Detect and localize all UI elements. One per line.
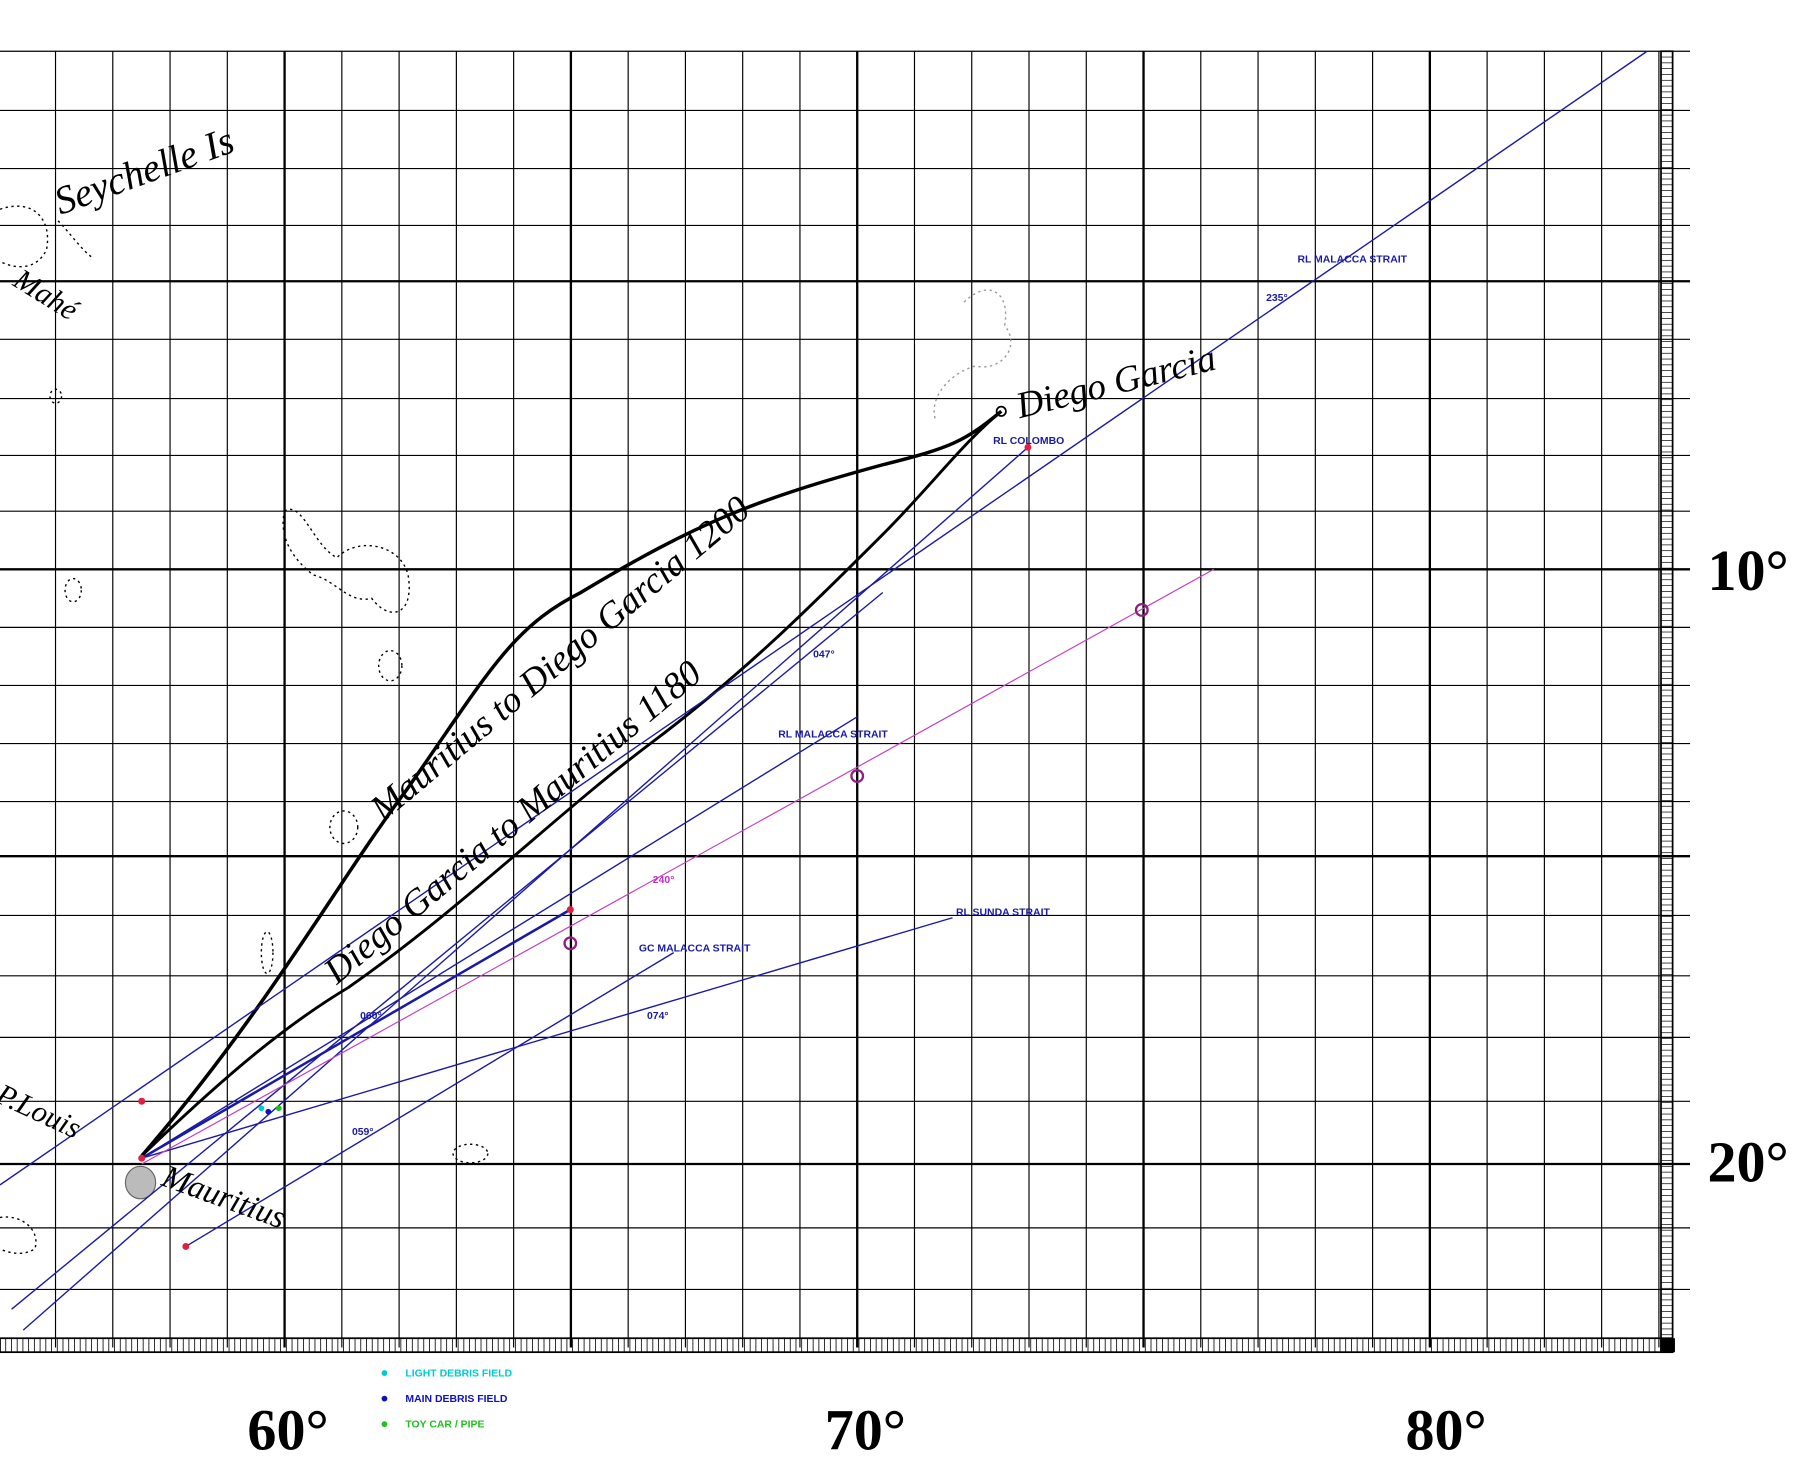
island (452, 1143, 489, 1164)
place-label: P.Louis (0, 1076, 86, 1145)
bearing-label: 235° (1266, 293, 1288, 304)
route-line (140, 410, 1003, 1157)
line-label: RL MALACCA STRAIT (778, 730, 888, 741)
rhumb-line (11, 591, 884, 1310)
legend-label: TOY CAR / PIPE (405, 1420, 484, 1431)
latitude-label: 10° (1707, 538, 1788, 603)
legend-label: MAIN DEBRIS FIELD (405, 1394, 508, 1405)
island (0, 1216, 37, 1254)
rhumb-line (141, 716, 858, 1159)
routes (140, 409, 1003, 1158)
islands (0, 205, 1012, 1254)
latitude-label: 20° (1707, 1129, 1788, 1194)
bearing-label: 074° (647, 1011, 669, 1022)
rhumb-line (141, 917, 953, 1159)
rhumb-line (141, 908, 571, 1160)
debris-main (265, 1108, 272, 1115)
legend-marker (381, 1370, 388, 1376)
line-label: RL COLOMBO (993, 436, 1064, 447)
waypoint (1134, 602, 1149, 617)
bearing-label: 047° (813, 650, 835, 661)
debris-light (258, 1105, 265, 1112)
points (138, 443, 1032, 1250)
point (138, 1097, 146, 1105)
island (282, 508, 410, 613)
debris-toy (275, 1105, 282, 1112)
island (260, 930, 274, 975)
rhumb-line (22, 446, 1029, 1331)
line-label: GC MALACCA STRAIT (639, 943, 751, 954)
longitude-label: 70° (825, 1398, 906, 1458)
bearing-label: 059° (352, 1127, 374, 1138)
island (49, 388, 63, 404)
waypoint (563, 936, 578, 951)
legend-marker (381, 1421, 388, 1428)
place-label: Mauritius (157, 1158, 291, 1236)
bearing-label: 060° (360, 1011, 382, 1022)
rhumb-lines (0, 50, 1648, 1331)
longitude-label: 80° (1405, 1398, 1486, 1458)
point (138, 1154, 146, 1162)
mauritius-island (124, 1165, 157, 1200)
rhumb-line (0, 50, 1648, 1186)
legend-marker (381, 1395, 388, 1402)
route-line (140, 409, 1003, 1158)
island (329, 810, 359, 845)
scale-corner (1661, 1338, 1675, 1353)
longitude-label: 60° (247, 1398, 328, 1458)
island (0, 205, 49, 268)
waypoint (850, 769, 865, 784)
legend-label: LIGHT DEBRIS FIELD (405, 1369, 512, 1380)
place-label: Mahé (7, 261, 86, 328)
point (566, 906, 574, 914)
line-label: RL SUNDA STRAIT (956, 907, 1051, 918)
waypoints (563, 602, 1149, 951)
island (57, 220, 94, 259)
island (377, 649, 403, 682)
place-label: Seychelle Is (48, 118, 239, 223)
island (64, 577, 83, 603)
grid (0, 50, 1691, 1354)
line-label: RL MALACCA STRAIT (1297, 255, 1407, 266)
point (1024, 443, 1032, 451)
place-label: Diego Garcia (1011, 338, 1220, 427)
rhumb-line (185, 951, 675, 1248)
point (182, 1242, 190, 1250)
bearing-label: 240° (653, 875, 675, 886)
magenta-line (141, 568, 1215, 1165)
